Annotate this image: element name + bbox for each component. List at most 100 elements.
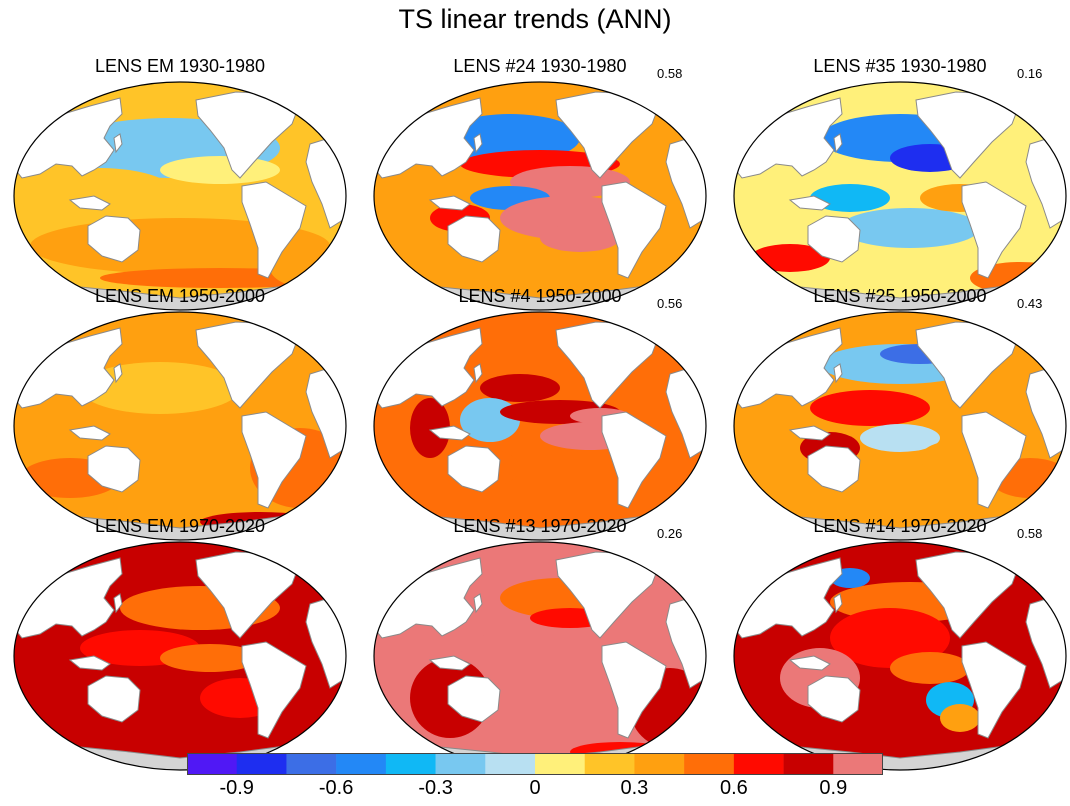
land-south-america: [601, 641, 667, 739]
colorbar-swatch: [187, 753, 238, 775]
trend-contour: [480, 374, 560, 402]
panel-title: LENS #35 1930-1980: [813, 56, 987, 76]
map-panel: LENS EM 1930-1980: [10, 56, 350, 311]
pattern-correlation: 0.43: [1017, 296, 1043, 311]
trend-contour: [540, 224, 620, 252]
land-australia: [87, 675, 141, 723]
colorbar-swatch: [286, 753, 337, 775]
trend-contour: [940, 704, 980, 732]
land-australia: [447, 445, 501, 493]
land-australia: [447, 675, 501, 723]
land-indonesia: [788, 655, 831, 671]
map-border: [13, 311, 347, 541]
trend-contour: [160, 156, 280, 184]
panel-title: LENS #4 1950-2000: [458, 286, 622, 306]
ocean-field: [14, 312, 346, 540]
land-indonesia: [428, 425, 471, 441]
land-japan: [833, 363, 843, 384]
land-south-america: [961, 181, 1027, 279]
pattern-correlation: 0.16: [1017, 66, 1043, 81]
land-eurasia-east: [734, 557, 843, 639]
trend-map: [733, 311, 1067, 541]
panel-title: LENS EM 1950-2000: [94, 286, 266, 306]
panel-title: LENS #25 1950-2000: [813, 286, 987, 306]
land-eurasia-east: [14, 327, 123, 409]
trend-contour: [270, 248, 346, 288]
land-australia: [807, 445, 861, 493]
colorbar-swatch: [485, 753, 536, 775]
map-border: [733, 311, 1067, 541]
colorbar-tick-label: 0: [529, 777, 541, 799]
pattern-correlation: 0.56: [657, 296, 683, 311]
land-greenland: [993, 313, 1031, 337]
land-japan: [113, 363, 123, 384]
trend-contour: [810, 184, 890, 212]
land-japan: [473, 133, 483, 154]
land-australia: [87, 445, 141, 493]
colorbar-frame: [187, 753, 883, 775]
land-south-america: [601, 181, 667, 279]
panel-title: LENS EM 1930-1980: [94, 56, 266, 76]
land-japan: [473, 593, 483, 614]
colorbar-swatch: [385, 753, 436, 775]
land-indonesia: [428, 195, 471, 211]
land-australia: [807, 675, 861, 723]
land-japan: [113, 593, 123, 614]
colorbar-tick-label: -0.3: [418, 777, 453, 799]
map-panel: LENS #13 1970-2020 0.26: [370, 516, 710, 771]
trend-contour: [810, 390, 930, 426]
map-border: [733, 541, 1067, 771]
land-australia: [87, 215, 141, 263]
land-japan: [473, 363, 483, 384]
map-panel: LENS #24 1930-1980 0.58: [370, 56, 710, 311]
map-border: [13, 81, 347, 311]
land-greenland: [993, 83, 1031, 107]
pattern-correlation: 0.58: [657, 66, 683, 81]
land-indonesia: [68, 425, 111, 441]
map-panel: LENS EM 1950-2000: [10, 286, 350, 541]
colorbar-swatch: [236, 753, 287, 775]
panel-title: LENS EM 1970-2020: [94, 516, 266, 536]
land-south-america: [961, 411, 1027, 509]
land-indonesia: [428, 655, 471, 671]
land-eurasia-east: [374, 97, 483, 179]
colorbar-swatch: [435, 753, 486, 775]
land-south-america: [241, 181, 307, 279]
land-greenland: [993, 543, 1031, 567]
land-eurasia-east: [374, 327, 483, 409]
trend-contour: [460, 398, 520, 442]
trend-map: [733, 541, 1067, 771]
land-eurasia-east: [734, 327, 843, 409]
pattern-correlation: 0.26: [657, 526, 683, 541]
land-south-america: [241, 411, 307, 509]
colorbar-swatch: [535, 753, 586, 775]
trend-contour: [750, 244, 830, 272]
map-border: [733, 81, 1067, 311]
land-greenland: [273, 543, 311, 567]
map-panel: LENS #4 1950-2000 0.56: [370, 286, 710, 541]
colorbar-tick-label: -0.6: [318, 777, 354, 799]
colorbar-swatch: [833, 753, 883, 775]
land-greenland: [633, 543, 671, 567]
trend-contour: [840, 208, 980, 248]
land-greenland: [633, 313, 671, 337]
pattern-correlation: 0.58: [1017, 526, 1043, 541]
panel-title: LENS #14 1970-2020: [813, 516, 987, 536]
trend-map: [733, 81, 1067, 311]
land-indonesia: [68, 195, 111, 211]
figure-title: TS linear trends (ANN): [398, 4, 672, 34]
panel-title: LENS #13 1970-2020: [453, 516, 627, 536]
map-border: [373, 311, 707, 541]
colorbar-swatch: [336, 753, 387, 775]
panel-title: LENS #24 1930-1980: [453, 56, 627, 76]
land-australia: [447, 215, 501, 263]
land-japan: [833, 593, 843, 614]
map-border: [373, 81, 707, 311]
land-greenland: [273, 83, 311, 107]
land-eurasia-east: [374, 557, 483, 639]
ocean-field: [734, 82, 1066, 310]
land-greenland: [633, 83, 671, 107]
land-eurasia-east: [14, 557, 123, 639]
trend-contour: [160, 644, 260, 672]
land-australia: [807, 215, 861, 263]
